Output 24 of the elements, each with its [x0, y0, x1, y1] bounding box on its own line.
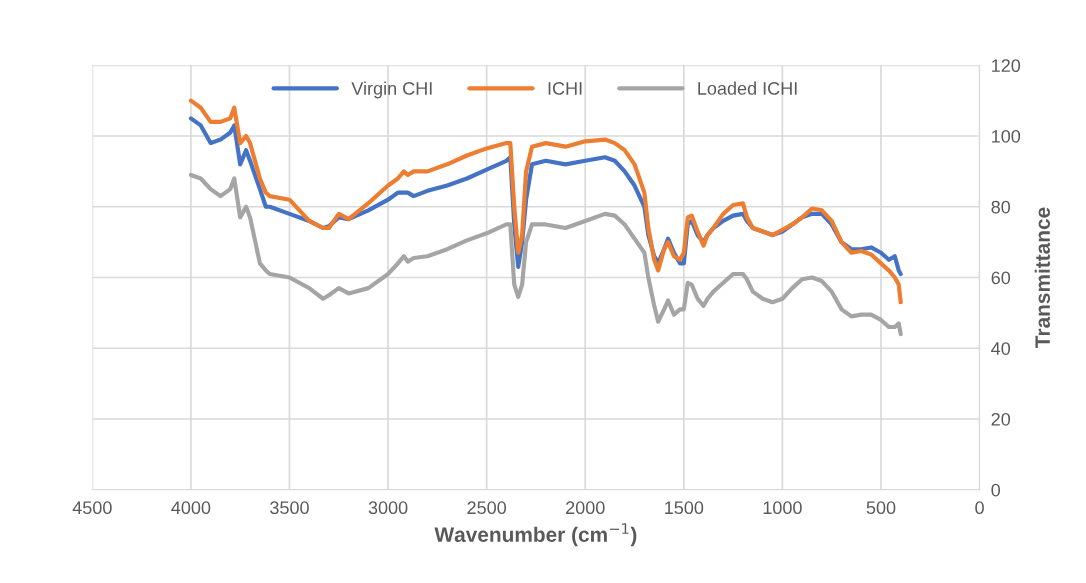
legend-label: Loaded ICHI [698, 81, 797, 95]
y-tick-label: 40 [991, 342, 1011, 355]
x-tick-label: 4500 [72, 501, 112, 515]
x-tick-label: 2500 [467, 501, 507, 515]
y-tick-label: 0 [991, 483, 1001, 497]
x-tick-label: 2000 [566, 501, 605, 515]
x-tick-label: 1500 [665, 501, 704, 515]
y-axis-title: Transmittance [1034, 207, 1050, 348]
y-tick-label: 80 [991, 200, 1011, 214]
y-tick-label: 120 [992, 59, 1021, 73]
y-tick-label: 60 [991, 271, 1011, 285]
line-series [188, 98, 903, 305]
y-tick-label: 100 [992, 129, 1021, 143]
x-tick-label: 500 [866, 501, 896, 515]
x-tick-label: 0 [975, 501, 984, 515]
x-tick-label: 1000 [763, 501, 802, 515]
x-axis-title: Wavenumber (cm$^{−1}$) [434, 523, 637, 547]
legend-label: ICHI [548, 82, 582, 95]
x-tick-label: 3500 [270, 501, 309, 515]
y-tick-label: 20 [991, 412, 1011, 426]
legend-label: Virgin CHI [351, 81, 432, 99]
line-series [188, 172, 903, 337]
x-tick-label: 4000 [171, 501, 211, 515]
x-tick-label: 3000 [368, 501, 408, 515]
